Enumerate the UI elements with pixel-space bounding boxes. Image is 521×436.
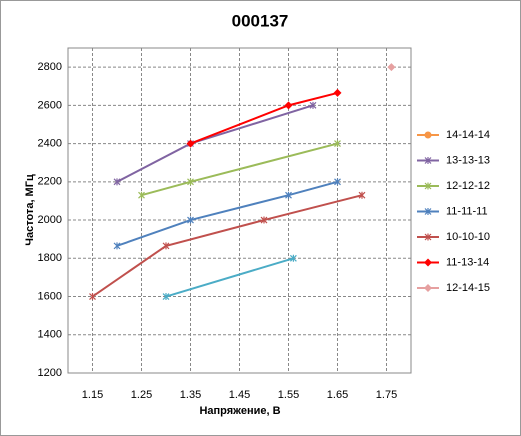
y-tick-label: 2000 [38,214,62,226]
data-point [334,140,341,148]
legend-marker [424,284,432,292]
data-point [113,178,121,186]
data-point [387,63,396,72]
data-point [285,191,292,199]
y-tick-label: 1400 [38,329,62,341]
legend-marker [424,131,432,139]
legend-label: 12-14-15 [446,282,490,294]
data-point [260,216,268,224]
data-point [113,242,121,250]
data-point [162,242,170,250]
data-point [186,139,195,148]
x-tick-label: 1.35 [180,389,201,401]
legend-label: 13-13-13 [446,154,490,166]
y-tick-label: 1600 [38,290,62,302]
legend-label: 11-11-11 [446,205,488,217]
y-tick-label: 2600 [38,99,62,111]
data-point [309,101,317,109]
y-tick-label: 1200 [38,367,62,379]
y-axis-label: Частота, МГц [24,174,36,246]
x-axis-label: Напряжение, В [199,405,280,417]
y-tick-label: 2200 [38,176,62,188]
series-line [91,194,363,298]
x-tick-label: 1.25 [131,389,152,401]
data-point [289,254,297,262]
x-tick-label: 1.45 [229,389,250,401]
legend-label: 11-13-14 [446,256,489,268]
legend-label: 10-10-10 [446,231,490,243]
legend-label: 12-12-12 [446,180,490,192]
chart-title: 000137 [232,11,289,30]
data-point [187,178,194,186]
x-tick-label: 1.75 [376,389,397,401]
x-tick-label: 1.55 [278,389,299,401]
data-point [138,191,145,199]
legend-marker [424,157,432,164]
data-point [162,293,170,301]
legend-marker [424,233,432,241]
legend-marker [424,182,432,190]
data-point [187,216,194,224]
data-point [333,88,342,97]
y-tick-label: 2400 [38,137,62,149]
legend-marker [424,208,432,215]
x-tick-label: 1.15 [82,389,103,401]
data-point [89,293,96,301]
data-point [358,191,366,199]
data-point [334,178,341,186]
legend-marker [424,258,432,267]
data-point [284,101,293,110]
x-tick-label: 1.65 [327,389,348,401]
y-tick-label: 2800 [38,61,62,73]
y-tick-label: 1800 [38,252,62,264]
legend-label: 14-14-14 [446,129,490,141]
series-line [116,180,338,247]
series-line [165,257,294,298]
